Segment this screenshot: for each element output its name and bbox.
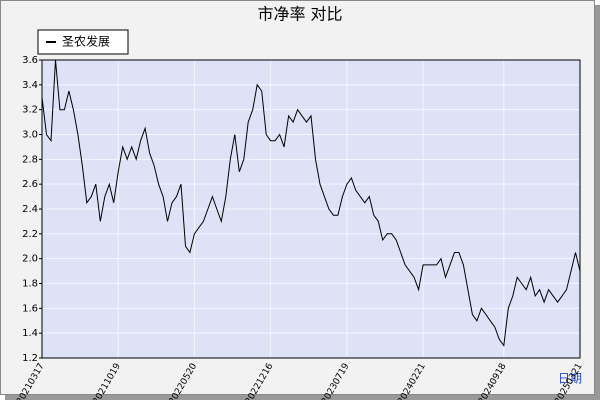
y-tick-label: 2.6 — [22, 179, 38, 190]
chart-title: 市净率 对比 — [257, 5, 342, 24]
y-tick-label: 2.4 — [22, 204, 38, 215]
y-tick-label: 2.2 — [22, 229, 38, 240]
y-tick-label: 2.8 — [22, 154, 38, 165]
y-tick-label: 2.0 — [22, 254, 38, 265]
shadow — [5, 395, 595, 400]
y-tick-label: 3.2 — [22, 105, 38, 116]
plot-border — [41, 59, 581, 359]
data-line — [41, 59, 581, 347]
y-tick-label: 1.6 — [22, 303, 38, 314]
y-tick-label: 3.4 — [22, 80, 38, 91]
y-tick-label: 3.0 — [22, 130, 38, 141]
y-tick-label: 1.4 — [22, 328, 38, 339]
shadow — [595, 5, 600, 400]
y-tick-label: 1.2 — [22, 353, 38, 364]
legend-label: 圣农发展 — [62, 34, 110, 49]
y-tick-label: 1.8 — [22, 279, 38, 290]
x-axis-label: 日期 — [558, 372, 582, 386]
y-tick-label: 3.6 — [22, 55, 38, 66]
